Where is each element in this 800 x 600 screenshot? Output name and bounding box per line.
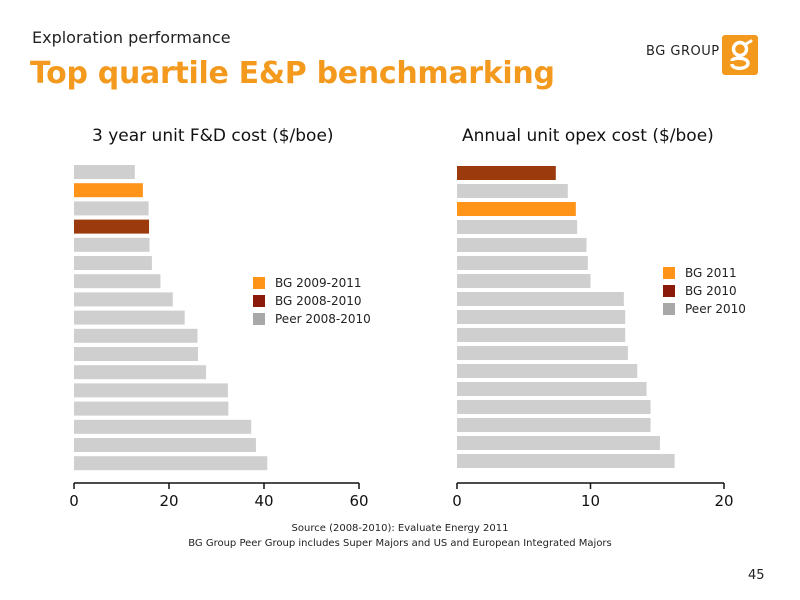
legend-swatch: [663, 285, 675, 297]
legend-item: BG 2008-2010: [253, 292, 371, 310]
legend-label: Peer 2008-2010: [275, 312, 371, 326]
opex-bar-peer: [457, 184, 568, 198]
legend-item: Peer 2010: [663, 300, 746, 318]
fd-bar-peer: [74, 419, 252, 434]
legend-swatch: [253, 277, 265, 289]
fd-bar-peer: [74, 456, 268, 471]
fd-bar-peer: [74, 165, 135, 179]
opex-bar-bg_previous: [457, 166, 556, 180]
slide-subtitle: Exploration performance: [32, 28, 231, 47]
fd-bar-peer: [74, 328, 198, 343]
opex-bar-peer: [457, 238, 587, 252]
opex-bar-peer: [457, 382, 647, 396]
opex-cost-legend: BG 2011 BG 2010 Peer 2010: [663, 264, 746, 318]
legend-swatch: [663, 303, 675, 315]
brand-name: BG GROUP: [646, 44, 720, 59]
opex-bar-peer: [457, 364, 638, 378]
legend-swatch: [253, 295, 265, 307]
legend-item: BG 2009-2011: [253, 274, 371, 292]
fd-bar-peer: [74, 310, 185, 325]
legend-label: BG 2009-2011: [275, 276, 362, 290]
fd-tick-label: 0: [69, 492, 79, 510]
opex-bar-peer: [457, 346, 628, 360]
opex-bar-peer: [457, 436, 660, 450]
opex-bar-peer: [457, 310, 626, 324]
fd-tick-label: 40: [254, 492, 273, 510]
opex-cost-chart-title: Annual unit opex cost ($/boe): [462, 126, 714, 146]
fd-tick-label: 60: [349, 492, 368, 510]
opex-bar-peer: [457, 292, 624, 306]
slide-title: Top quartile E&P benchmarking: [30, 56, 555, 91]
opex-bar-peer: [457, 328, 626, 342]
bg-logo-icon: [722, 35, 758, 75]
fd-bar-bg_current: [74, 183, 143, 198]
opex-bar-peer: [457, 274, 591, 288]
fd-bar-peer: [74, 237, 150, 252]
fd-bar-peer: [74, 383, 228, 398]
fd-bar-peer: [74, 365, 207, 380]
fd-bar-peer: [74, 438, 256, 452]
opex-bar-peer: [457, 400, 651, 414]
legend-swatch: [663, 267, 675, 279]
opex-bar-peer: [457, 418, 651, 432]
opex-bar-peer: [457, 220, 578, 234]
fd-bar-bg_previous: [74, 219, 150, 234]
opex-bar-bg_current: [457, 202, 576, 216]
fd-bar-peer: [74, 274, 161, 289]
opex-bar-peer: [457, 454, 675, 468]
legend-item: Peer 2008-2010: [253, 310, 371, 328]
fd-bar-peer: [74, 347, 198, 361]
legend-label: Peer 2010: [685, 302, 746, 316]
legend-item: BG 2010: [663, 282, 746, 300]
fd-cost-legend: BG 2009-2011 BG 2008-2010 Peer 2008-2010: [253, 274, 371, 328]
legend-label: BG 2010: [685, 284, 737, 298]
legend-label: BG 2011: [685, 266, 737, 280]
fd-tick-label: 20: [159, 492, 178, 510]
legend-item: BG 2011: [663, 264, 746, 282]
source-note: Source (2008-2010): Evaluate Energy 2011…: [0, 521, 800, 551]
opex-tick-label: 20: [714, 492, 733, 510]
fd-bar-peer: [74, 256, 152, 270]
opex-tick-label: 10: [581, 492, 600, 510]
peer-group-note: BG Group Peer Group includes Super Major…: [188, 538, 612, 549]
opex-tick-label: 0: [452, 492, 462, 510]
source-line: Source (2008-2010): Evaluate Energy 2011: [291, 523, 509, 534]
legend-label: BG 2008-2010: [275, 294, 362, 308]
page-number: 45: [748, 568, 765, 583]
fd-cost-chart-title: 3 year unit F&D cost ($/boe): [92, 126, 334, 146]
fd-bar-peer: [74, 401, 229, 416]
fd-bar-peer: [74, 201, 149, 216]
legend-swatch: [253, 313, 265, 325]
opex-bar-peer: [457, 256, 588, 270]
fd-bar-peer: [74, 292, 173, 307]
